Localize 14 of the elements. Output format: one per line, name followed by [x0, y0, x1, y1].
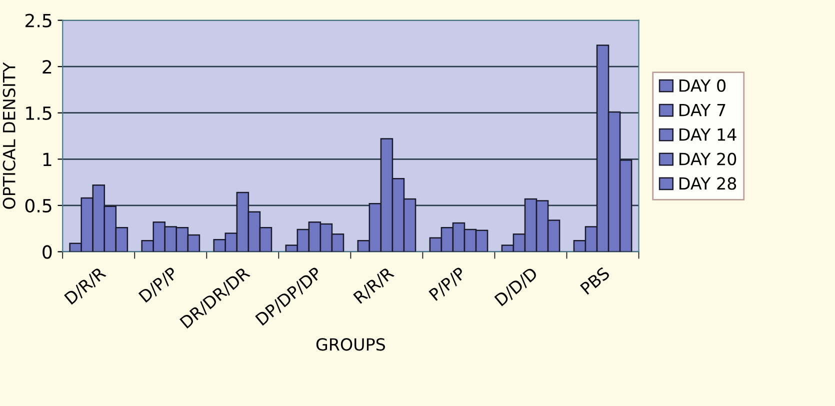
legend-label: DAY 28: [680, 177, 736, 190]
y-axis-title: OPTICAL DENSITY: [2, 62, 16, 209]
y-tick-label: 2.5: [26, 14, 52, 28]
y-tick-label: 0.5: [25, 198, 52, 213]
y-tick-label: 1.5: [26, 106, 52, 120]
y-tick-label: 0: [42, 245, 52, 259]
y-tick-label: 2: [42, 60, 52, 74]
x-axis-title: GROUPS: [316, 338, 385, 351]
x-tick-label: PBS: [580, 266, 610, 295]
legend-label: DAY 14: [680, 128, 736, 141]
y-tick-label: 1: [43, 152, 52, 166]
legend-label: DAY 7: [680, 104, 726, 116]
legend-label: DAY 20: [680, 152, 736, 166]
legend-label: DAY 0: [680, 79, 726, 92]
